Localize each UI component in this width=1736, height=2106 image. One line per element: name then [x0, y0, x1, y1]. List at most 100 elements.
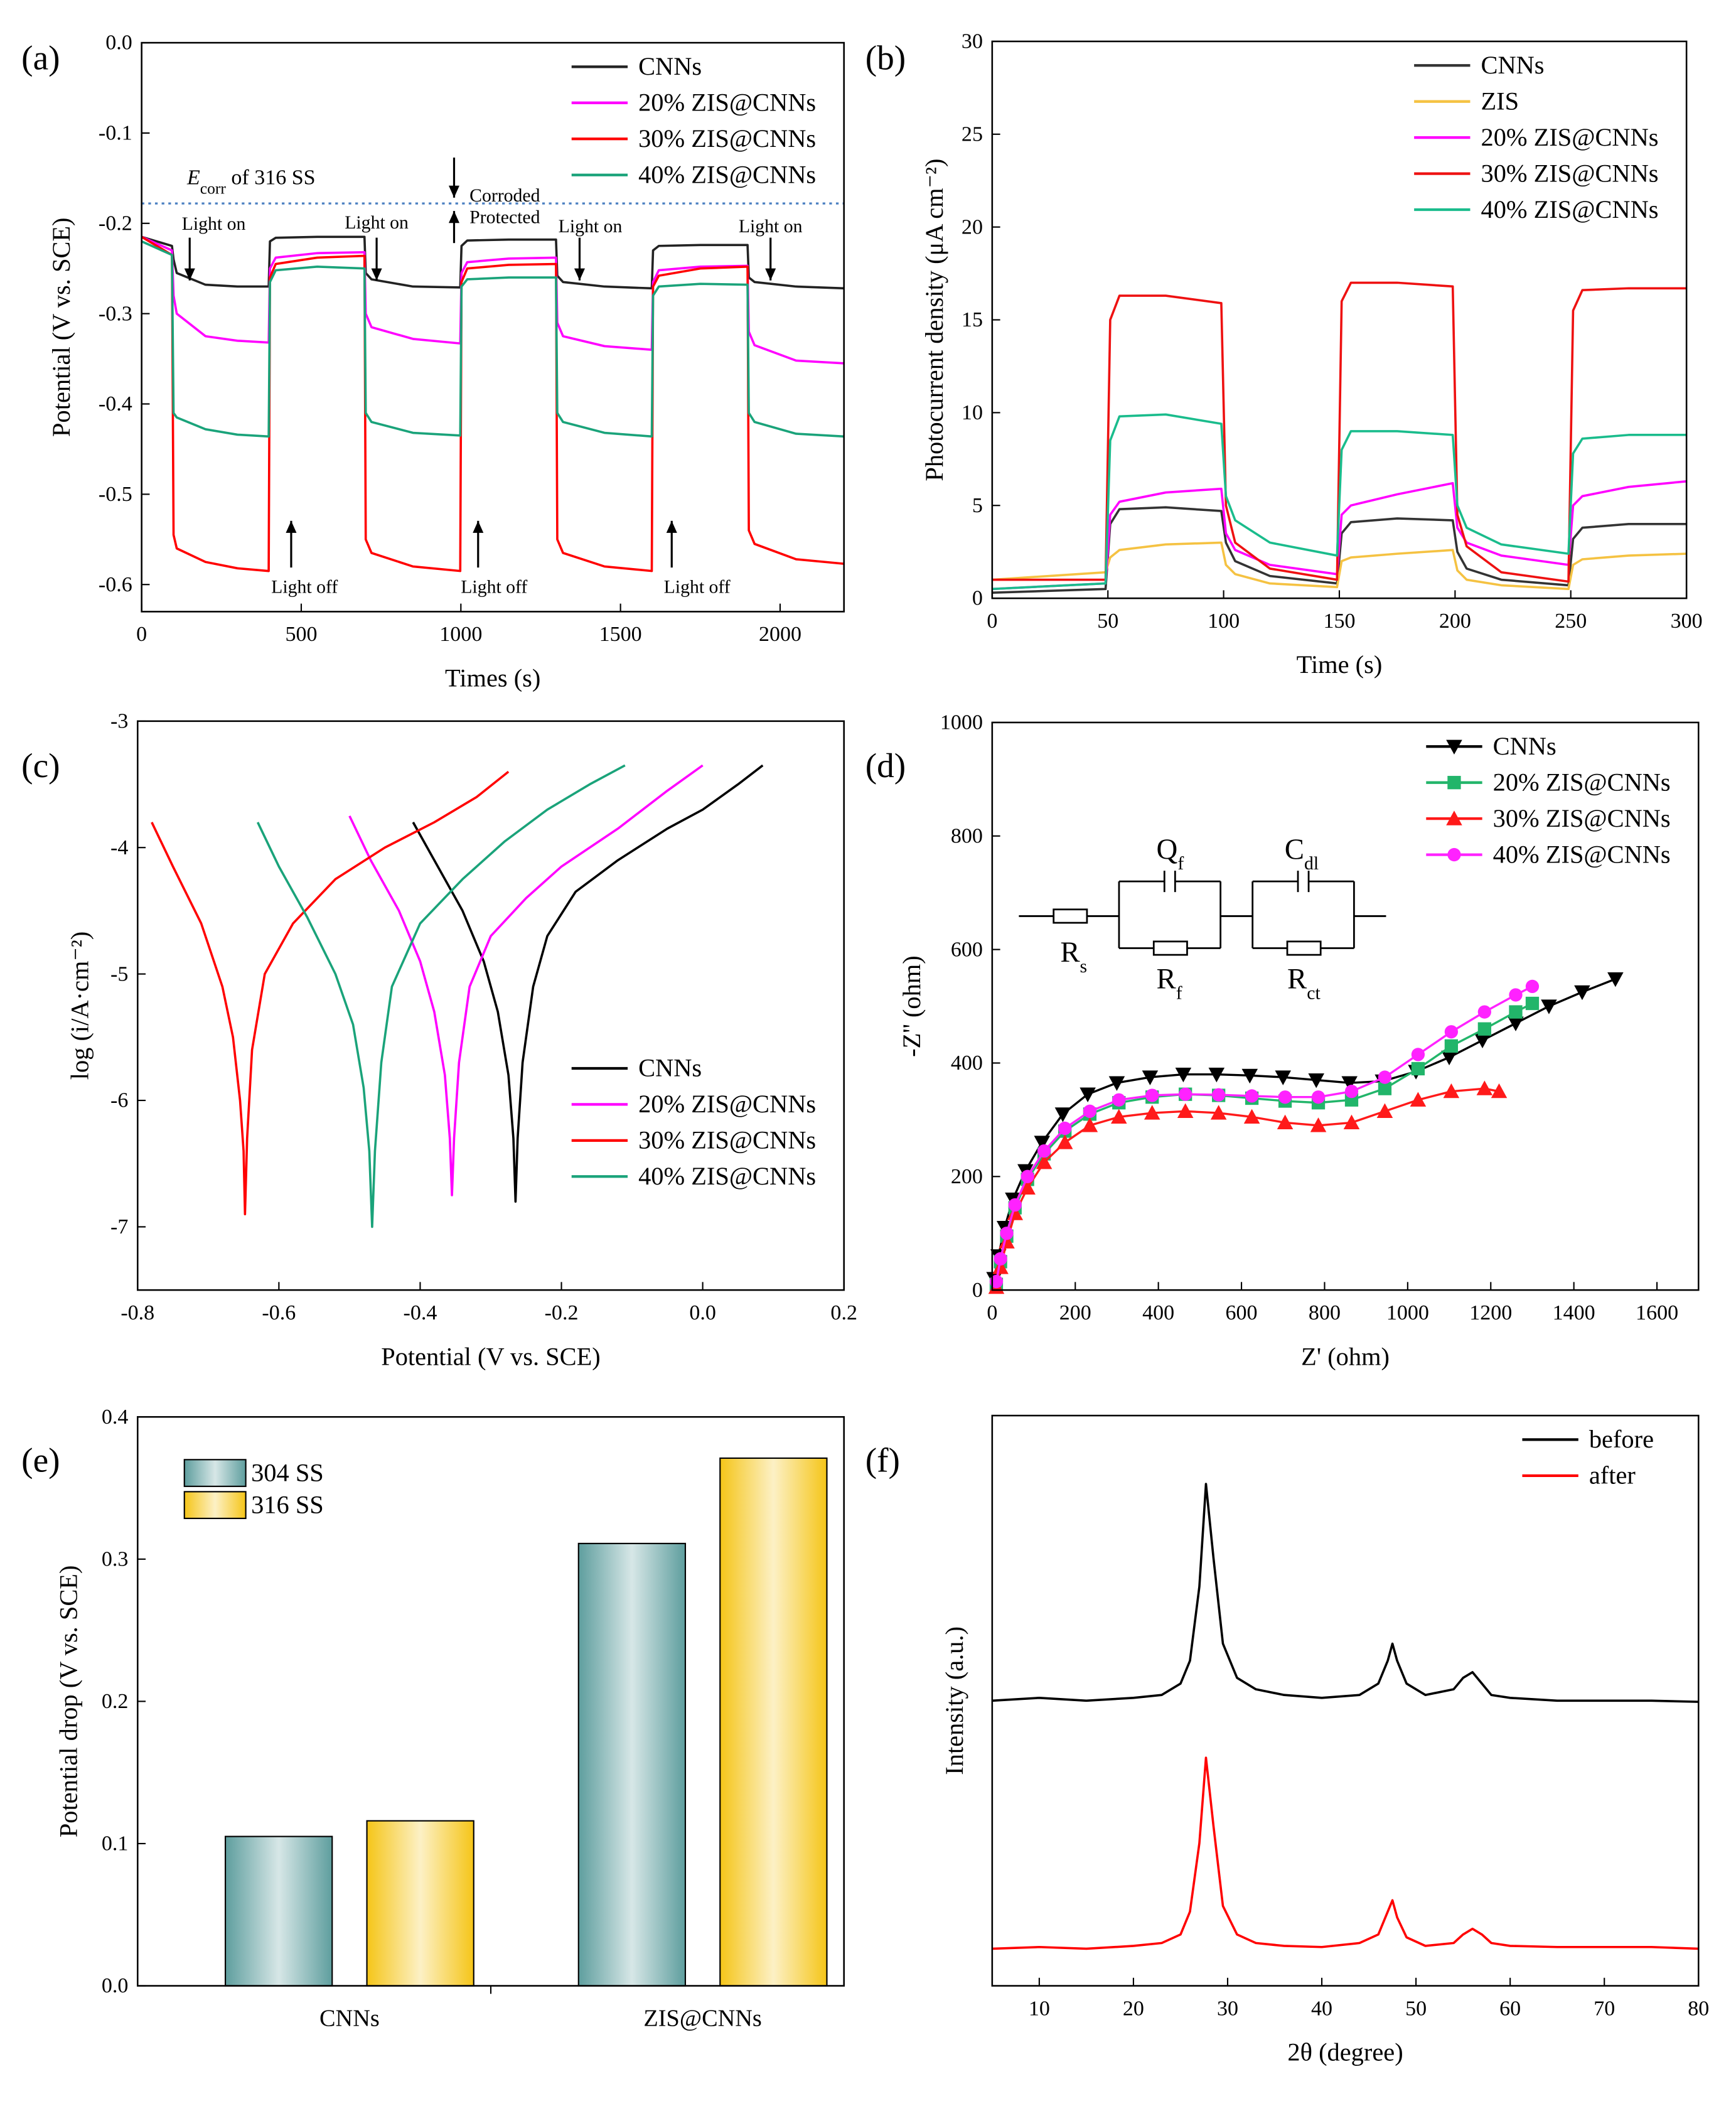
x-tick-label: CNNs: [319, 2005, 380, 2031]
annotation: Light off: [461, 577, 527, 598]
annotation: Light off: [664, 577, 731, 598]
x-tick-label: 100: [1208, 610, 1240, 633]
marker: [1607, 972, 1624, 987]
x-tick-label: 800: [1309, 1301, 1341, 1324]
marker: [1477, 1022, 1491, 1036]
marker: [1142, 1070, 1159, 1085]
series-line: [141, 240, 844, 438]
x-tick-label: 600: [1226, 1301, 1258, 1324]
circuit-label-part: C: [1285, 833, 1304, 866]
x-tick-label: -0.8: [121, 1301, 154, 1324]
marker: [1111, 1109, 1127, 1124]
marker: [1311, 1090, 1326, 1104]
x-tick-label: 300: [1671, 610, 1703, 633]
y-tick-label: 0.1: [102, 1832, 129, 1856]
x-tick-label: 50: [1405, 1997, 1427, 2020]
annotation: Ecorr of 316 SS: [186, 166, 316, 198]
marker: [1508, 1016, 1524, 1031]
marker: [1443, 1083, 1460, 1099]
marker: [1376, 1103, 1393, 1118]
marker: [999, 1233, 1015, 1249]
x-tick-label: ZIS@CNNs: [643, 2005, 761, 2031]
panel-label: (a): [21, 39, 60, 77]
legend-label: ZIS: [1481, 87, 1519, 115]
marker: [1019, 1179, 1036, 1195]
y-tick-label: 30: [962, 30, 983, 53]
marker: [1411, 1061, 1425, 1076]
y-axis-title: Intensity (a.u.): [940, 1626, 968, 1775]
legend-swatch: [183, 1491, 247, 1519]
circuit-label-part: R: [1060, 936, 1080, 969]
annotation: Corroded: [469, 185, 540, 206]
marker: [1144, 1105, 1160, 1120]
x-tick-label: 10: [1029, 1997, 1050, 2020]
series-line: [992, 1483, 1699, 1703]
marker: [1378, 1082, 1392, 1095]
legend-label: 20% ZIS@CNNs: [1481, 123, 1659, 151]
marker: [1444, 1025, 1459, 1039]
marker: [1541, 999, 1557, 1014]
x-axis-title: Z' (ohm): [1301, 1342, 1390, 1370]
legend-label: CNNs: [638, 52, 702, 80]
circuit-label-part: dl: [1304, 852, 1319, 873]
circuit-label-part: Q: [1157, 833, 1178, 866]
y-tick-label: 5: [972, 494, 983, 517]
panel-label: (c): [21, 746, 60, 785]
y-tick-label: -4: [110, 836, 128, 859]
circuit-label-part: ct: [1307, 982, 1321, 1003]
x-tick-label: 60: [1499, 1997, 1521, 2020]
x-tick-label: 70: [1594, 1997, 1615, 2020]
marker: [1275, 1070, 1292, 1085]
y-tick-label: -0.5: [99, 483, 132, 506]
marker: [1021, 1169, 1034, 1183]
x-tick-label: 2000: [759, 623, 801, 646]
y-tick-label: 15: [962, 308, 983, 331]
marker: [1446, 810, 1462, 825]
marker: [1446, 739, 1462, 755]
legend-label: 40% ZIS@CNNs: [1481, 195, 1659, 223]
arrow-head: [371, 268, 382, 281]
x-tick-label: 200: [1059, 1301, 1091, 1324]
x-tick-label: 50: [1097, 610, 1118, 633]
x-tick-label: 1400: [1553, 1301, 1595, 1324]
x-tick-label: 150: [1323, 610, 1355, 633]
marker: [989, 1274, 1004, 1289]
marker: [1145, 1088, 1159, 1102]
marker: [1491, 1083, 1508, 1099]
series-line: [995, 985, 1533, 1282]
y-tick-label: 0: [972, 587, 983, 610]
marker: [1410, 1092, 1427, 1107]
x-tick-label: 0: [987, 610, 997, 633]
marker: [1525, 979, 1540, 994]
legend-label: 40% ZIS@CNNs: [1493, 840, 1671, 868]
annotation-part: corr: [200, 179, 227, 197]
series-line: [141, 235, 844, 572]
marker: [1212, 1088, 1226, 1102]
marker: [1056, 1134, 1073, 1149]
y-axis-title: Photocurrent density (μA cm⁻²): [920, 158, 948, 481]
marker: [1058, 1121, 1072, 1136]
arrow-head: [448, 211, 459, 223]
y-tick-label: 0.0: [102, 1974, 129, 1997]
marker: [1208, 1067, 1225, 1083]
annotation: Light off: [271, 577, 338, 598]
y-axis-title: -Z'' (ohm): [897, 955, 926, 1057]
marker: [1179, 1087, 1192, 1101]
series-line: [992, 281, 1687, 583]
arrow-head: [448, 185, 459, 198]
x-tick-label: 0: [136, 623, 147, 646]
panel-label: (d): [865, 746, 906, 785]
marker: [1241, 1068, 1258, 1084]
panel-label: (e): [21, 1441, 60, 1479]
plot-frame: [991, 721, 1700, 1291]
series-line: [992, 541, 1687, 591]
legend-label: 30% ZIS@CNNs: [1481, 159, 1659, 187]
marker: [1034, 1136, 1051, 1151]
marker: [1000, 1227, 1014, 1240]
bar: [366, 1820, 474, 1987]
x-tick-label: 30: [1217, 1997, 1238, 2020]
marker: [1525, 996, 1540, 1011]
circuit-label: Rs: [1060, 936, 1087, 977]
